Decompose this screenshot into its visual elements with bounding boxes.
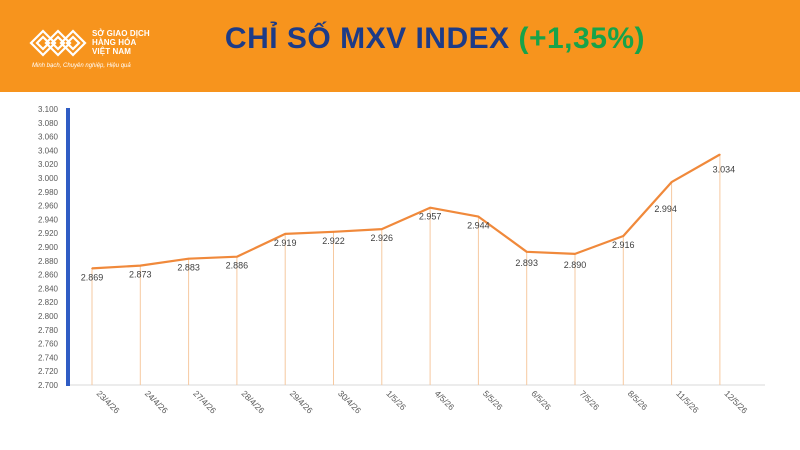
- data-label: 2.883: [177, 263, 200, 273]
- data-point: [719, 153, 721, 156]
- mxv-logo-icon: [29, 29, 87, 57]
- x-tick-label: 23/4/26: [95, 388, 122, 415]
- header-band: SỞ GIAO DỊCH HÀNG HÓA VIỆT NAM Minh bạch…: [0, 0, 800, 92]
- y-tick-label: 2.900: [38, 243, 59, 252]
- y-tick-label: 3.060: [38, 133, 59, 142]
- data-point: [284, 233, 287, 235]
- y-tick-label: 2.720: [38, 367, 59, 376]
- y-axis-bar: [66, 108, 70, 386]
- y-tick-label: 2.920: [38, 229, 59, 238]
- x-tick-label: 4/5/26: [433, 388, 457, 412]
- data-label: 2.893: [515, 258, 538, 268]
- y-tick-label: 2.940: [38, 215, 59, 224]
- y-tick-label: 3.020: [38, 160, 59, 169]
- data-label: 2.957: [419, 212, 442, 222]
- x-tick-label: 1/5/26: [384, 388, 408, 412]
- title-text: CHỈ SỐ MXV INDEX: [224, 22, 510, 55]
- x-tick-label: 6/5/26: [529, 388, 553, 412]
- logo-name: SỞ GIAO DỊCH HÀNG HÓA VIỆT NAM: [92, 29, 150, 56]
- y-tick-label: 2.740: [38, 353, 59, 362]
- x-tick-label: 24/4/26: [143, 388, 170, 415]
- x-tick-label: 11/5/26: [674, 388, 701, 415]
- data-point: [525, 251, 528, 253]
- data-label: 2.944: [467, 221, 490, 231]
- data-point: [139, 264, 142, 267]
- y-tick-label: 2.980: [38, 188, 59, 197]
- y-tick-label: 2.820: [38, 298, 59, 307]
- series-line: [91, 153, 721, 270]
- data-label: 2.890: [564, 260, 587, 270]
- x-tick-label: 30/4/26: [336, 388, 363, 415]
- x-tick-label: 29/4/26: [288, 388, 315, 415]
- x-tick-label: 8/5/26: [626, 388, 650, 412]
- y-tick-label: 3.000: [38, 174, 59, 183]
- data-point: [670, 181, 673, 183]
- data-point: [187, 257, 190, 260]
- x-tick-label: 27/4/26: [191, 388, 218, 415]
- data-point: [622, 235, 625, 237]
- y-tick-label: 2.780: [38, 326, 59, 335]
- data-point: [477, 215, 480, 218]
- y-tick-label: 2.800: [38, 312, 59, 321]
- data-label: 2.919: [274, 238, 297, 248]
- data-label: 2.886: [226, 261, 249, 271]
- data-point: [381, 228, 383, 230]
- y-tick-label: 2.880: [38, 257, 59, 266]
- title-change-percent: (+1,35%): [518, 22, 646, 55]
- y-tick-label: 3.100: [38, 105, 59, 114]
- y-tick-label: 3.080: [38, 119, 59, 128]
- data-label: 2.873: [129, 270, 152, 280]
- data-label: 2.994: [654, 204, 677, 214]
- data-point: [91, 267, 93, 270]
- mxv-index-line-chart: 2.700 2.720 2.740 2.760 2.780 2.800 2.820 2.840…: [38, 105, 765, 416]
- data-label: 2.869: [81, 272, 104, 282]
- y-tick-label: 2.860: [38, 271, 59, 280]
- data-label: 2.916: [612, 240, 635, 250]
- y-tick-label: 2.840: [38, 284, 59, 293]
- data-point: [429, 206, 431, 209]
- data-point: [574, 253, 576, 255]
- mxv-logo: SỞ GIAO DỊCH HÀNG HÓA VIỆT NAM Minh bạch…: [28, 26, 168, 78]
- x-tick-label: 5/5/26: [481, 388, 505, 412]
- y-tick-label: 3.040: [38, 146, 59, 155]
- data-point: [236, 255, 238, 258]
- x-tick-label: 28/4/26: [239, 388, 266, 415]
- data-label: 3.034: [713, 165, 736, 175]
- x-tick-label: 7/5/26: [578, 388, 602, 412]
- page-title: CHỈ SỐ MXV INDEX (+1,35%): [0, 22, 800, 56]
- logo-slogan: Minh bạch, Chuyên nghiệp, Hiệu quả: [32, 63, 131, 69]
- y-tick-label: 2.760: [38, 340, 59, 349]
- y-tick-label: 2.960: [38, 202, 59, 211]
- data-point: [332, 231, 335, 233]
- x-tick-label: 12/5/26: [722, 388, 749, 415]
- data-label: 2.926: [371, 233, 394, 243]
- data-label: 2.922: [322, 236, 345, 246]
- y-tick-label: 2.700: [38, 381, 59, 390]
